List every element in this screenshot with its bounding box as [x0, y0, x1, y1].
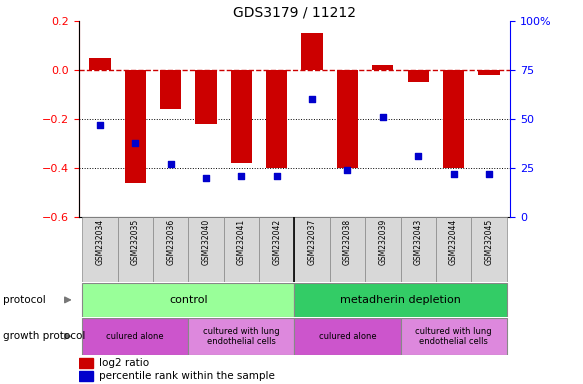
Bar [82, 318, 188, 355]
Bar [294, 283, 507, 317]
Bar [266, 70, 287, 168]
Text: GSM232043: GSM232043 [414, 219, 423, 265]
Point [484, 171, 494, 177]
Bar [231, 70, 252, 163]
Text: GSM232038: GSM232038 [343, 219, 352, 265]
Text: GSM232045: GSM232045 [484, 219, 493, 265]
Bar [79, 358, 93, 368]
Bar [408, 70, 429, 82]
Bar [82, 217, 118, 282]
Point [201, 175, 210, 181]
Point [95, 122, 104, 128]
Bar [294, 217, 330, 282]
Bar [224, 217, 259, 282]
Bar [118, 217, 153, 282]
Text: control: control [169, 295, 208, 305]
Text: log2 ratio: log2 ratio [99, 358, 149, 368]
Bar [153, 217, 188, 282]
Point [413, 153, 423, 159]
Bar [401, 318, 507, 355]
Text: growth protocol: growth protocol [3, 331, 85, 341]
Text: GSM232037: GSM232037 [308, 219, 317, 265]
Text: cultured with lung
endothelial cells: cultured with lung endothelial cells [203, 327, 280, 346]
Bar [79, 371, 93, 381]
Text: GSM232044: GSM232044 [449, 219, 458, 265]
Bar [188, 217, 224, 282]
Text: GSM232034: GSM232034 [96, 219, 104, 265]
Bar [82, 283, 294, 317]
Point [307, 96, 317, 103]
Bar [160, 70, 181, 109]
Text: protocol: protocol [3, 295, 45, 305]
Bar [125, 70, 146, 183]
Text: GSM232036: GSM232036 [166, 219, 175, 265]
Bar [330, 217, 365, 282]
Bar [471, 217, 507, 282]
Point [237, 173, 246, 179]
Text: culured alone: culured alone [319, 332, 376, 341]
Text: GSM232040: GSM232040 [202, 219, 210, 265]
Bar [195, 70, 217, 124]
Point [449, 171, 458, 177]
Bar [188, 318, 294, 355]
Text: GSM232042: GSM232042 [272, 219, 281, 265]
Point [378, 114, 388, 120]
Bar [89, 58, 111, 70]
Bar [401, 217, 436, 282]
Bar [365, 217, 401, 282]
Point [343, 167, 352, 173]
Bar [301, 33, 323, 70]
Bar [337, 70, 358, 168]
Text: GSM232039: GSM232039 [378, 219, 387, 265]
Text: culured alone: culured alone [107, 332, 164, 341]
Bar [436, 217, 471, 282]
Point [272, 173, 282, 179]
Text: cultured with lung
endothelial cells: cultured with lung endothelial cells [415, 327, 492, 346]
Bar [478, 70, 500, 75]
Title: GDS3179 / 11212: GDS3179 / 11212 [233, 6, 356, 20]
Text: GSM232035: GSM232035 [131, 219, 140, 265]
Bar [372, 65, 394, 70]
Bar [443, 70, 464, 168]
Text: metadherin depletion: metadherin depletion [340, 295, 461, 305]
Point [131, 139, 140, 146]
Text: GSM232041: GSM232041 [237, 219, 246, 265]
Point [166, 161, 175, 167]
Text: percentile rank within the sample: percentile rank within the sample [99, 371, 275, 381]
Bar [259, 217, 294, 282]
Bar [294, 318, 401, 355]
